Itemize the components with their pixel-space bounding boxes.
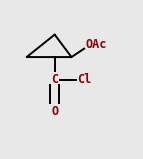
- Text: C: C: [51, 73, 58, 86]
- Text: O: O: [51, 105, 58, 118]
- Text: Cl: Cl: [77, 73, 91, 86]
- Text: OAc: OAc: [86, 38, 107, 51]
